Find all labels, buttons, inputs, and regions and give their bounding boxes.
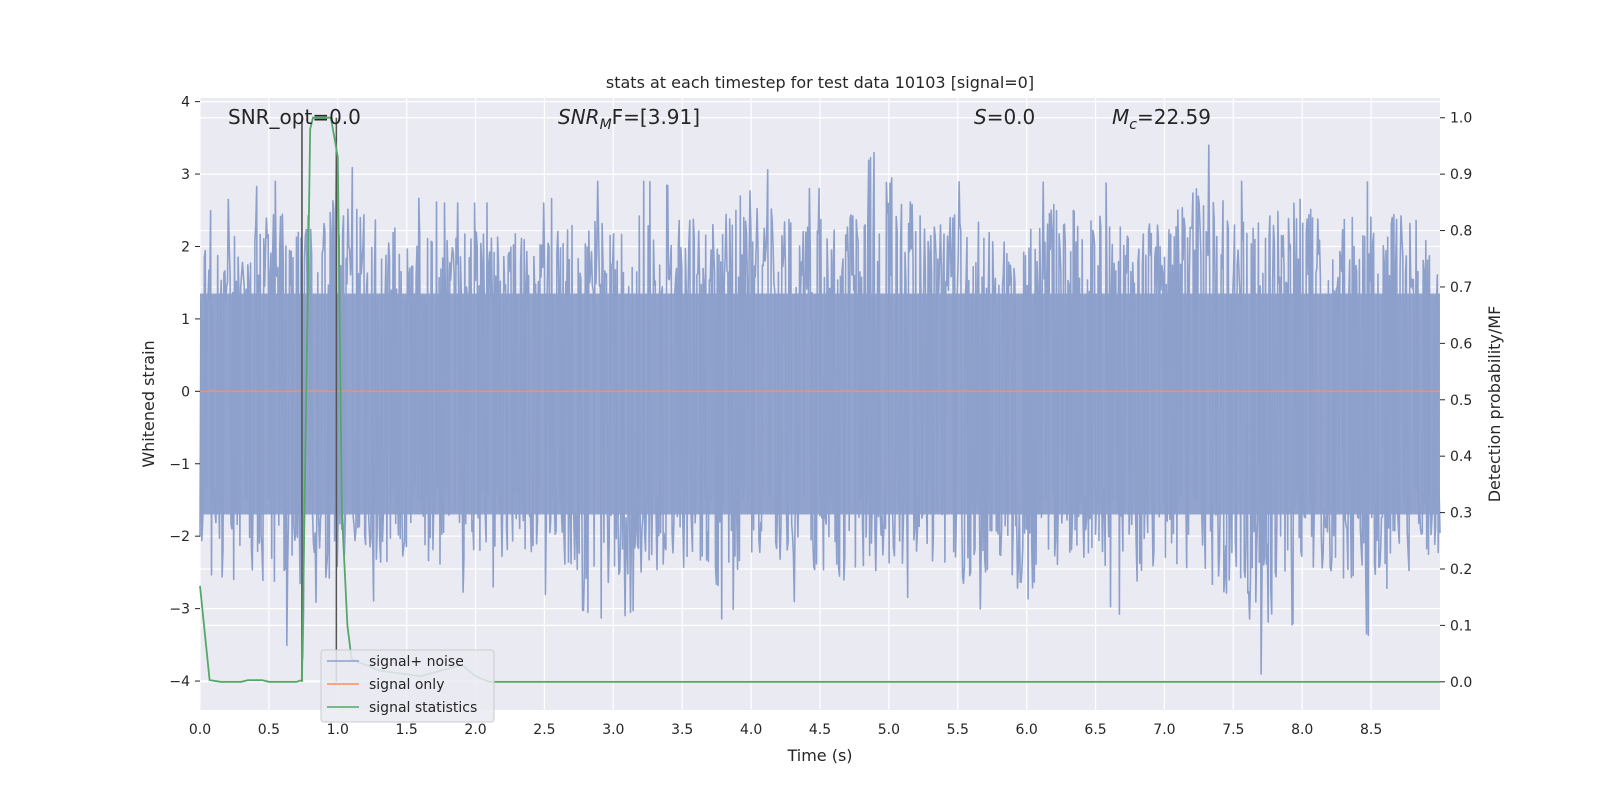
x-tick-label: 2.0 <box>464 722 486 738</box>
s-rest: =0.0 <box>987 105 1036 129</box>
x-tick-label: 8.5 <box>1360 722 1382 738</box>
y2-tick-label: 0.7 <box>1450 280 1472 296</box>
annotation-snr-mf: SNRMF=[3.91] <box>558 105 700 133</box>
snr-mf-rest: F=[3.91] <box>612 105 700 129</box>
x-axis-ticks: 0.0 0.5 1.0 1.5 2.0 2.5 3.0 3.5 4.0 4.5 5.0 5.5 6.0 6… <box>189 722 1382 738</box>
x-tick-label: 2.5 <box>533 722 555 738</box>
y2-tick-label: 0.1 <box>1450 618 1472 634</box>
mc-sub: c <box>1129 117 1137 133</box>
annotation-mc: Mc=22.59 <box>1112 105 1211 133</box>
x-tick-label: 1.0 <box>327 722 349 738</box>
x-tick-label: 1.5 <box>396 722 418 738</box>
y2-tick-label: 0.3 <box>1450 506 1472 522</box>
legend: signal+ noise signal only signal statist… <box>320 649 495 723</box>
y2-tick-label: 0.2 <box>1450 562 1472 578</box>
x-tick-label: 7.0 <box>1153 722 1175 738</box>
y-tick-label: 0 <box>181 384 190 400</box>
snr-mf-sub: M <box>600 117 612 133</box>
x-tick-label: 3.5 <box>671 722 693 738</box>
x-tick-label: 6.0 <box>1016 722 1038 738</box>
annotation-s: S=0.0 <box>974 105 1035 129</box>
y2-tick-label: 0.6 <box>1450 336 1472 352</box>
y-axis-ticks: 4 3 2 1 0 −1 −2 −3 −4 <box>169 95 200 690</box>
x-tick-label: 6.5 <box>1084 722 1106 738</box>
y2-tick-label: 0.4 <box>1450 449 1472 465</box>
y-tick-label: −1 <box>169 457 190 473</box>
y2-tick-label: 0.8 <box>1450 224 1472 240</box>
x-tick-label: 4.0 <box>740 722 762 738</box>
y-axis-label: Whitened strain <box>139 340 158 467</box>
y2-axis-ticks: 1.0 0.9 0.8 0.7 0.6 0.5 0.4 0.3 0.2 0.1 0.0 <box>1440 111 1472 691</box>
legend-label-signal-statistics: signal statistics <box>369 700 477 716</box>
x-tick-label: 5.0 <box>878 722 900 738</box>
y-tick-label: 4 <box>181 95 190 111</box>
mc-rest: =22.59 <box>1137 105 1211 129</box>
x-tick-label: 4.5 <box>809 722 831 738</box>
x-axis-label: Time (s) <box>786 746 852 765</box>
chart-title: stats at each timestep for test data 101… <box>606 73 1034 92</box>
s-main: S <box>974 105 987 129</box>
y2-tick-label: 0.0 <box>1450 675 1472 691</box>
y-tick-label: −2 <box>169 529 190 545</box>
y-tick-label: −4 <box>169 674 190 690</box>
x-tick-label: 5.5 <box>947 722 969 738</box>
x-tick-label: 0.5 <box>258 722 280 738</box>
y-tick-label: 2 <box>181 239 190 255</box>
y-tick-label: 1 <box>181 312 190 328</box>
annotation-snr-opt: SNR_opt=0.0 <box>228 105 361 129</box>
signal-noise-line <box>199 144 1441 675</box>
mc-main: M <box>1112 105 1129 129</box>
x-tick-label: 8.0 <box>1291 722 1313 738</box>
y-tick-label: −3 <box>169 602 190 618</box>
x-tick-label: 3.0 <box>602 722 624 738</box>
legend-label-signal-noise: signal+ noise <box>369 654 464 670</box>
y-tick-label: 3 <box>181 167 190 183</box>
snr-mf-main: SNR <box>558 105 600 129</box>
series-layer <box>199 116 1441 683</box>
legend-box <box>320 649 495 723</box>
y2-tick-label: 0.5 <box>1450 393 1472 409</box>
y2-tick-label: 0.9 <box>1450 167 1472 183</box>
legend-label-signal-only: signal only <box>369 677 444 693</box>
y2-axis-label: Detection probability/MF <box>1485 306 1504 503</box>
x-tick-label: 0.0 <box>189 722 211 738</box>
x-tick-label: 7.5 <box>1222 722 1244 738</box>
y2-tick-label: 1.0 <box>1450 111 1472 127</box>
